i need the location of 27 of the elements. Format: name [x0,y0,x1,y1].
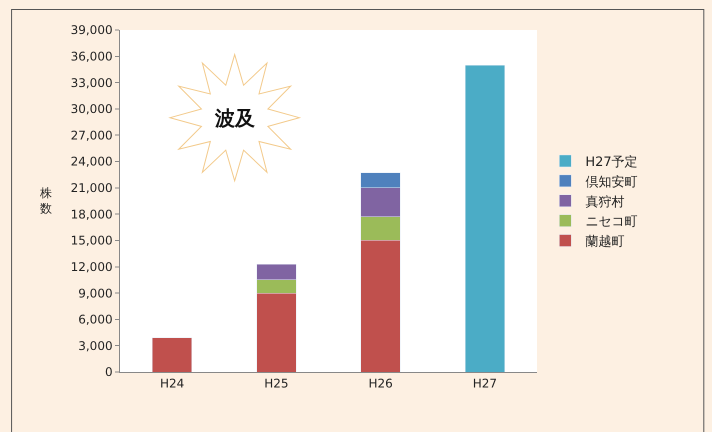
y-tick-label: 9,000 [78,286,113,300]
y-tick-label: 27,000 [70,128,113,142]
y-tick-label: 3,000 [78,338,113,353]
bar [152,338,192,372]
legend-label: 真狩村 [585,194,624,210]
x-tick-label: H25 [264,376,289,390]
y-tick-label: 39,000 [70,23,113,38]
y-tick-label: 33,000 [70,76,113,90]
legend-label: ニセコ町 [585,214,638,230]
y-tick-label: 15,000 [70,234,113,248]
y-tick-label: 6,000 [78,312,113,327]
y-tick-label: 30,000 [70,102,113,116]
y-tick-label: 24,000 [70,154,113,169]
bar [464,64,505,372]
x-tick-label: H24 [160,376,184,390]
y-tick-label: 18,000 [70,207,113,222]
y-axis-title: 株数 [39,186,52,216]
x-tick-label: H27 [472,376,498,390]
legend-label: 倶知安町 [585,174,638,190]
x-tick-label: H26 [368,376,393,390]
y-tick-label: 0 [104,365,113,380]
legend-label: H27予定 [585,155,638,170]
y-tick-label: 36,000 [70,50,113,64]
y-tick-label: 12,000 [70,260,113,274]
annotation: 波及 [214,106,255,130]
y-tick-label: 21,000 [70,181,113,196]
legend-label: 蘭越町 [585,234,624,250]
